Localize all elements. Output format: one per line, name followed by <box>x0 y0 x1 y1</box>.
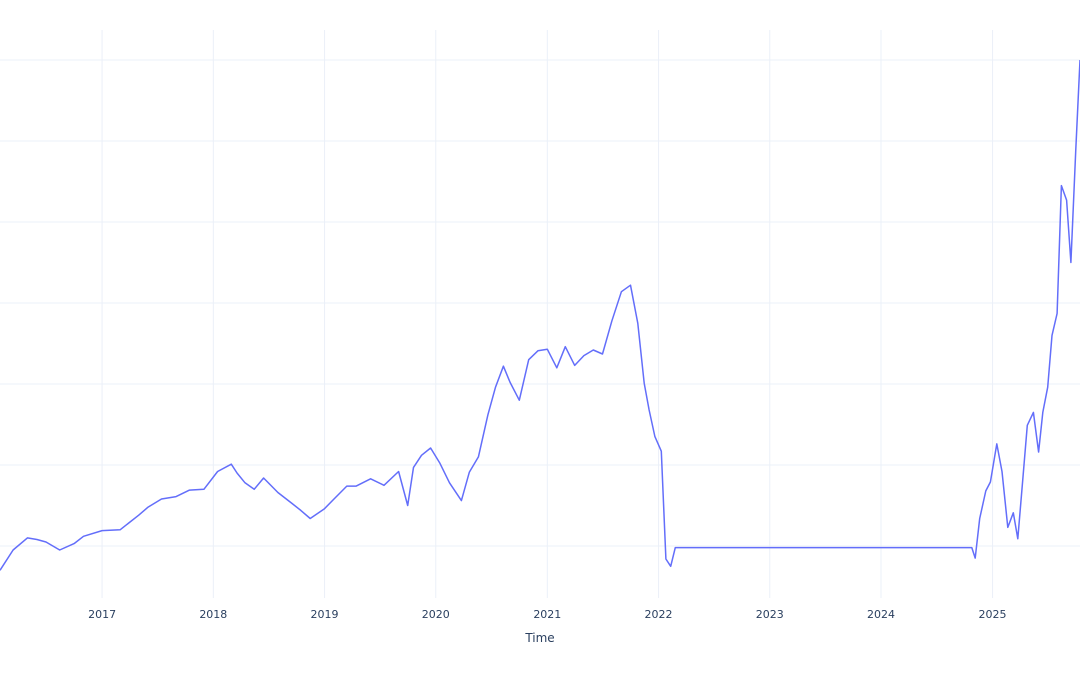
x-tick-label: 2017 <box>88 608 116 621</box>
x-tick-label: 2021 <box>533 608 561 621</box>
y-gridlines <box>0 59 1080 547</box>
x-tick-label: 2025 <box>979 608 1007 621</box>
x-tick-label: 2023 <box>756 608 784 621</box>
x-tick-label: 2020 <box>422 608 450 621</box>
x-gridlines <box>101 30 994 598</box>
x-tick-label: 2018 <box>199 608 227 621</box>
series-group <box>0 59 1080 571</box>
series-line <box>0 59 1080 571</box>
x-tick-label: 2022 <box>645 608 673 621</box>
x-tick-label: 2019 <box>311 608 339 621</box>
x-tick-label: 2024 <box>867 608 895 621</box>
x-axis-title: Time <box>524 631 554 645</box>
x-tick-labels: 2017 2018 2019 2020 2021 2022 2023 2024 2025 <box>88 608 1006 621</box>
